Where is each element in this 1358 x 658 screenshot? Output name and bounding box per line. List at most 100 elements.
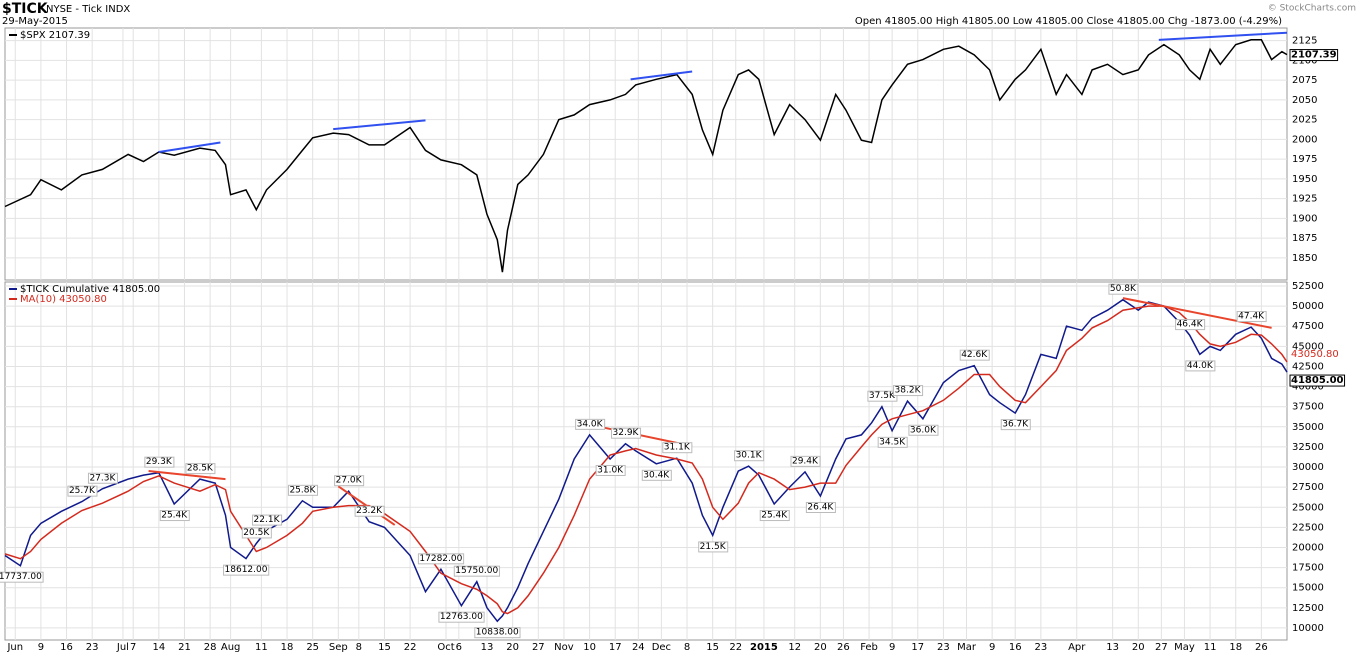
x-tick-label: 24	[632, 642, 645, 653]
annotation-box	[159, 510, 190, 522]
last-value-label: 2107.39	[1291, 50, 1337, 61]
y-tick-label: 37500	[1292, 402, 1324, 413]
annotation-box	[87, 472, 118, 484]
annotation-label: 18612.00	[225, 565, 268, 575]
x-tick-label: Sep	[329, 642, 348, 653]
x-tick-label: 17	[609, 642, 622, 653]
annotation-label: 23.2K	[356, 506, 383, 516]
annotation-box	[241, 527, 272, 539]
y-tick-label: 27500	[1292, 482, 1324, 493]
x-tick-label: 10	[583, 642, 596, 653]
annotation-box	[185, 463, 216, 475]
annotation-label: 25.4K	[761, 511, 788, 521]
annotation-box	[354, 505, 385, 517]
legend-label: MA(10) 43050.80	[20, 294, 107, 305]
x-tick-label: 16	[1009, 642, 1022, 653]
x-tick-label: 16	[60, 642, 73, 653]
x-tick-label: 26	[1255, 642, 1268, 653]
annotation-label: 46.4K	[1177, 320, 1204, 330]
last-value-box	[1289, 49, 1339, 62]
x-tick-label: 20	[506, 642, 519, 653]
trendline	[333, 119, 426, 131]
annotation-label: 27.3K	[89, 473, 116, 483]
x-tick-label: Apr	[1068, 642, 1086, 653]
y-tick-label: 52500	[1292, 281, 1324, 292]
annotation-box	[734, 450, 765, 462]
y-tick-label: 2075	[1292, 75, 1317, 86]
x-tick-label: 12	[788, 642, 801, 653]
annotation-label: 31.1K	[664, 443, 691, 453]
annotation-label: 26.4K	[807, 502, 834, 512]
annotation-box	[759, 510, 790, 522]
annotation-label: 42.6K	[961, 350, 988, 360]
annotation-box	[595, 464, 626, 476]
annotation-label: 34.5K	[879, 437, 906, 447]
x-tick-label: 13	[481, 642, 494, 653]
ohlc: Open 41805.00 High 41805.00 Low 41805.00…	[855, 16, 1282, 27]
annotation-label: 25.8K	[289, 485, 316, 495]
annotation-box	[611, 427, 642, 439]
annotation-box	[867, 390, 898, 402]
y-tick-label: 50000	[1292, 301, 1324, 312]
series-line	[4, 298, 1288, 623]
x-tick-label: 20	[1132, 642, 1145, 653]
x-tick-label: Oct	[437, 642, 454, 653]
annotation-label: 32.9K	[613, 428, 640, 438]
annotation-label: 37.5K	[869, 391, 896, 401]
trendline	[337, 485, 396, 526]
x-tick-label: Nov	[554, 642, 574, 653]
x-tick-label: 2015	[750, 642, 778, 653]
annotation-label: 28.5K	[187, 464, 214, 474]
annotation-box	[662, 442, 693, 454]
x-tick-label: 15	[378, 642, 391, 653]
x-tick-label: 11	[255, 642, 268, 653]
annotation-label: 25.7K	[69, 486, 96, 496]
annotation-box	[908, 424, 939, 436]
x-tick-label: 18	[281, 642, 294, 653]
x-tick-label: 17	[911, 642, 924, 653]
y-tick-label: 2000	[1292, 134, 1317, 145]
y-tick-label: 1925	[1292, 194, 1317, 205]
annotation-box	[790, 455, 821, 467]
annotation-box	[287, 484, 318, 496]
y-tick-label: 1900	[1292, 213, 1317, 224]
annotation-label: 30.4K	[643, 470, 670, 480]
annotation-label: 31.0K	[597, 465, 624, 475]
annotation-label: 17282.00	[419, 554, 462, 564]
x-tick-label: 23	[1034, 642, 1047, 653]
annotation-label: 15750.00	[455, 566, 498, 576]
frame-top	[4, 27, 1288, 281]
annotation-label: 17737.00	[0, 572, 42, 582]
annotation-box	[805, 501, 836, 513]
x-tick-label: 11	[1204, 642, 1217, 653]
y-tick-label: 12500	[1292, 603, 1324, 614]
annotation-label: 38.2K	[895, 386, 922, 396]
annotation-box	[959, 349, 990, 361]
frame-bottom	[4, 281, 1288, 641]
trendline	[630, 70, 693, 81]
annotation-label: 27.0K	[336, 476, 363, 486]
annotation-box	[252, 514, 283, 526]
last-value-box	[1289, 374, 1346, 387]
annotation-label: 25.4K	[161, 511, 188, 521]
y-tick-label: 45000	[1292, 341, 1324, 352]
y-tick-label: 35000	[1292, 422, 1324, 433]
annotation-label: 47.4K	[1238, 312, 1265, 322]
x-tick-label: 21	[178, 642, 191, 653]
y-tick-label: 20000	[1292, 542, 1324, 553]
x-tick-label: 23	[937, 642, 950, 653]
annotation-label: 29.3K	[146, 457, 173, 467]
trendline	[158, 141, 221, 154]
annotation-label: 30.1K	[736, 451, 763, 461]
annotation-box	[223, 564, 270, 576]
y-tick-label: 32500	[1292, 442, 1324, 453]
annotation-label: 22.1K	[254, 515, 281, 525]
y-tick-label: 1975	[1292, 154, 1317, 165]
y-tick-label: 40000	[1292, 382, 1324, 393]
x-tick-label: Mar	[957, 642, 977, 653]
legend-label: $SPX 2107.39	[20, 30, 90, 41]
y-tick-label: 30000	[1292, 462, 1324, 473]
x-tick-label: 9	[38, 642, 44, 653]
x-tick-label: 15	[706, 642, 719, 653]
y-tick-label: 15000	[1292, 583, 1324, 594]
